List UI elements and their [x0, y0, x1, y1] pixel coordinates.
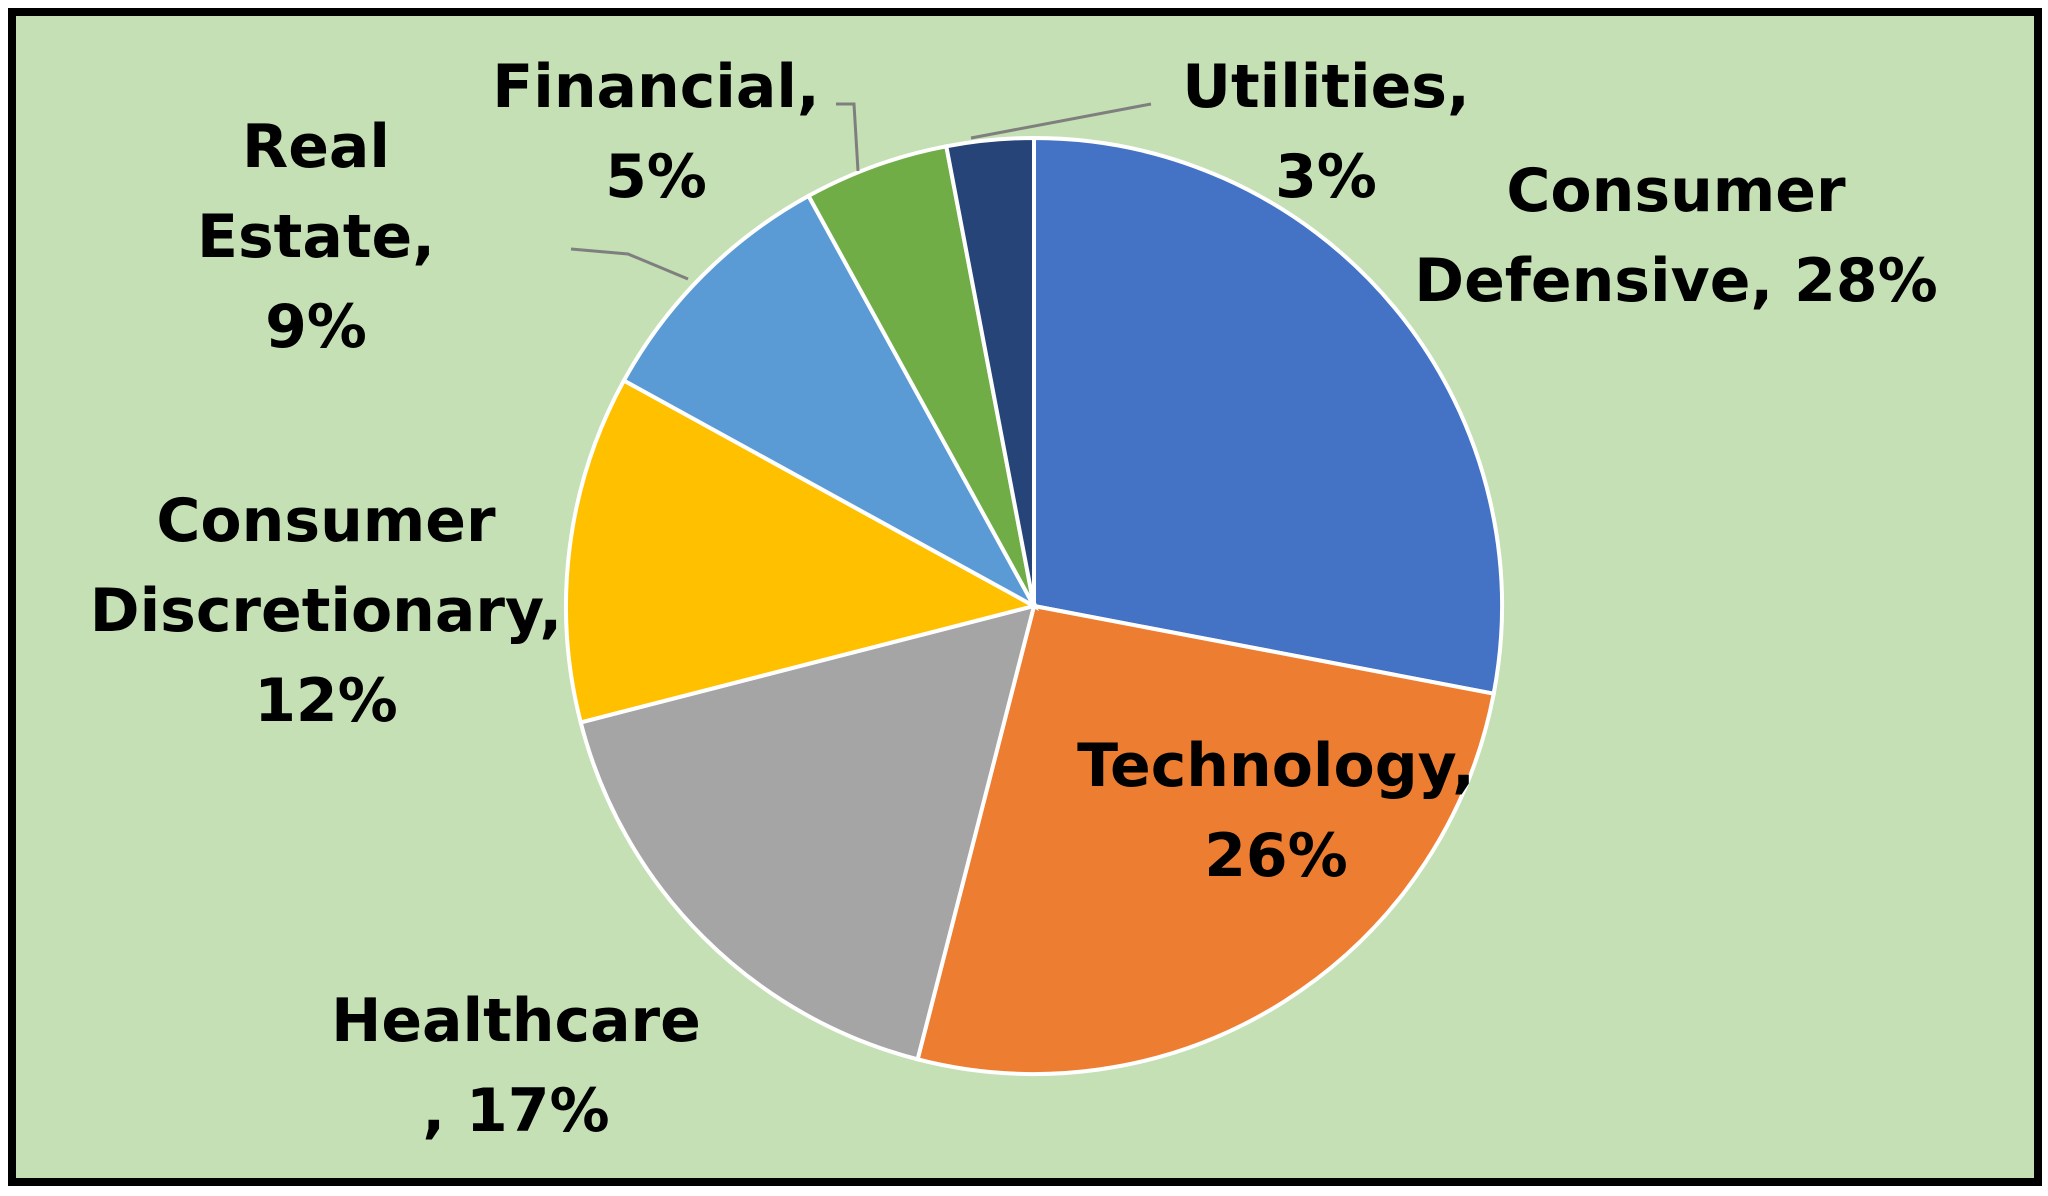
pie-slice-consumer-discretionary	[564, 377, 1040, 725]
chart-frame: Consumer Defensive, 28% Technology, 26% …	[8, 8, 2042, 1186]
pie-slice-financial	[805, 143, 1036, 607]
pie-slice-real-estate	[621, 193, 1040, 612]
leader-line-financial	[836, 102, 860, 172]
data-label-financial: Financial, 5%	[492, 52, 820, 212]
pie-slice-healthcare	[578, 603, 1037, 1062]
data-label-healthcare: Healthcare , 17%	[331, 986, 701, 1146]
data-label-real-estate: Real Estate, 9%	[196, 112, 436, 362]
pie-slice-utilities	[943, 135, 1036, 607]
leader-line-utilities	[970, 102, 1152, 140]
leader-lines	[570, 102, 1152, 281]
pie-chart	[564, 102, 1504, 1076]
data-label-consumer-defensive: Consumer Defensive, 28%	[1414, 156, 1938, 316]
pie-slice-technology	[915, 603, 1497, 1076]
data-label-utilities: Utilities, 3%	[1182, 52, 1470, 212]
data-label-consumer-discretionary: Consumer Discretionary, 12%	[89, 486, 563, 736]
data-label-technology: Technology, 26%	[1077, 731, 1475, 891]
leader-line-real-estate	[570, 247, 689, 281]
pie-slice-consumer-defensive	[1032, 135, 1504, 697]
pie-slices	[564, 135, 1504, 1076]
